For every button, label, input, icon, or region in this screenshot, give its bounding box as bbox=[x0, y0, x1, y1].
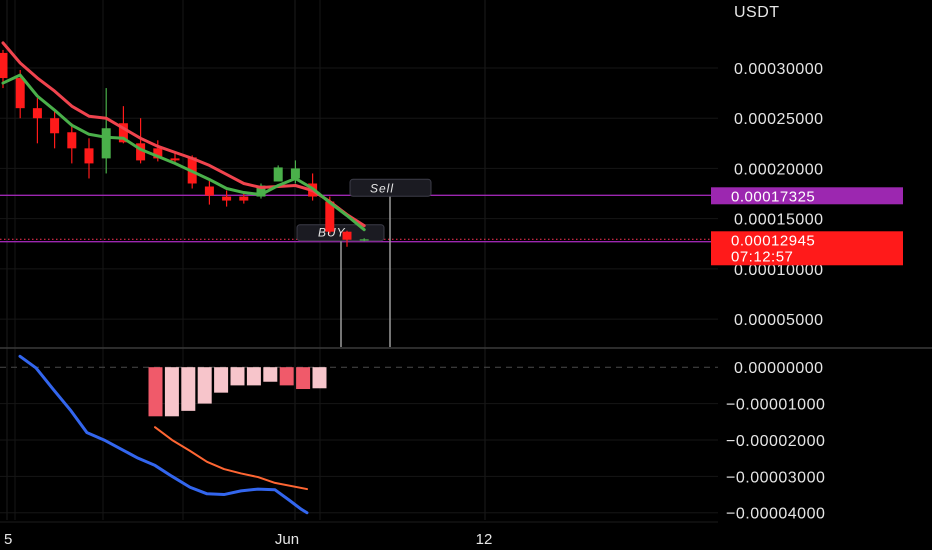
oscillator-tick-label: −0.00002000 bbox=[726, 433, 825, 450]
macd-line bbox=[18, 354, 309, 515]
candle-body bbox=[153, 148, 163, 159]
candle-body bbox=[325, 201, 335, 232]
sell-label: Sell bbox=[370, 181, 394, 195]
time-axis[interactable]: 5 Jun 12 bbox=[0, 521, 718, 548]
oscillator-tick-label: −0.00004000 bbox=[726, 506, 825, 523]
histogram-bar bbox=[148, 367, 163, 417]
signal-line bbox=[154, 426, 308, 491]
price-tick-label: 0.00020000 bbox=[734, 161, 824, 178]
histogram-bar bbox=[279, 367, 294, 386]
candle-body bbox=[273, 167, 283, 182]
histogram-bar bbox=[312, 367, 327, 389]
price-tick-label: 0.00030000 bbox=[734, 61, 824, 78]
candle-body bbox=[170, 158, 180, 161]
histogram-bar bbox=[214, 367, 229, 393]
moving-average-line bbox=[1, 41, 366, 228]
time-tick-label: 5 bbox=[4, 531, 12, 548]
price-tick-label: 0.00025000 bbox=[734, 111, 824, 128]
countdown-label: 07:12:57 bbox=[731, 248, 793, 265]
candle-body bbox=[0, 52, 8, 79]
candle-body bbox=[67, 132, 77, 149]
oscillator-tick-label: −0.00001000 bbox=[726, 397, 825, 414]
price-tick-label: 0.00015000 bbox=[734, 212, 824, 229]
candle-body bbox=[239, 196, 249, 201]
moving-average-line bbox=[1, 73, 366, 232]
price-tick-label: 0.00010000 bbox=[734, 262, 824, 279]
oscillator-pane[interactable] bbox=[0, 354, 718, 515]
candle-body bbox=[84, 148, 94, 164]
sell-level-tag-value: 0.00017325 bbox=[731, 188, 815, 205]
candle-body bbox=[359, 239, 369, 241]
sell-label-box bbox=[349, 178, 432, 197]
buy-label: BUY bbox=[318, 226, 346, 240]
candle-body bbox=[256, 185, 266, 197]
currency-label: USDT bbox=[734, 4, 780, 21]
histogram-bar bbox=[181, 367, 196, 411]
candle-body bbox=[101, 128, 111, 159]
price-tick-label: 0.00005000 bbox=[734, 312, 824, 329]
time-tick-label: Jun bbox=[275, 531, 299, 548]
current-price-value: 0.00012945 bbox=[731, 232, 815, 249]
candle-body bbox=[136, 143, 146, 161]
candle-body bbox=[204, 186, 214, 196]
histogram-bar bbox=[246, 367, 261, 386]
histogram-bar bbox=[164, 367, 179, 417]
histogram-bar bbox=[197, 367, 212, 404]
candle-body bbox=[118, 123, 128, 143]
candle-body bbox=[32, 108, 42, 119]
candle-body bbox=[15, 78, 25, 109]
oscillator-tick-label: 0.00000000 bbox=[734, 360, 824, 377]
histogram-bar bbox=[263, 367, 278, 382]
candle-body bbox=[50, 118, 60, 134]
grid-lines bbox=[0, 0, 718, 520]
current-price-tag bbox=[711, 231, 903, 266]
candle-body bbox=[342, 231, 352, 240]
candle-body bbox=[222, 196, 232, 201]
histogram-bar bbox=[230, 367, 245, 386]
sell-level-tag bbox=[711, 187, 903, 205]
time-tick-label: 12 bbox=[476, 531, 493, 548]
price-axis[interactable]: USDT 0.00030000 0.00025000 0.00020000 0.000… bbox=[711, 4, 903, 523]
histogram-bar bbox=[296, 367, 311, 390]
candle-body bbox=[290, 168, 300, 179]
oscillator-tick-label: −0.00003000 bbox=[726, 469, 825, 486]
price-pane[interactable]: Sell BUY bbox=[0, 41, 718, 347]
